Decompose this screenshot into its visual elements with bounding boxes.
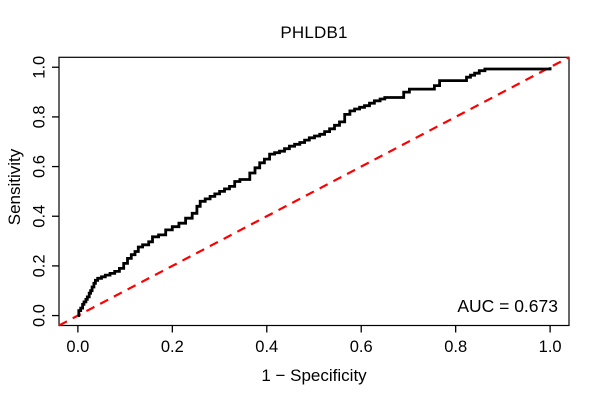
y-tick-label: 0.2 [30,254,48,277]
x-axis-label: 1 − Specificity [261,366,367,385]
plot-box [58,56,570,327]
x-tick-label: 1.0 [539,338,562,356]
y-tick-label: 1.0 [30,56,48,79]
x-tick-label: 0.4 [255,338,278,356]
auc-annotation: AUC = 0.673 [457,296,558,316]
y-tick-label: 0.4 [30,205,48,228]
y-tick-label: 0.0 [30,304,48,327]
y-tick-label: 0.6 [30,155,48,178]
y-tick-label: 0.8 [30,105,48,128]
y-axis-label: Sensitivity [5,148,24,226]
x-tick-label: 0.8 [444,338,467,356]
x-tick-label: 0.6 [350,338,373,356]
chance-diagonal-line [58,56,570,327]
x-tick-label: 0.2 [161,338,184,356]
chart-title: PHLDB1 [280,23,348,42]
x-tick-label: 0.0 [66,338,89,356]
roc-curve-line [77,67,552,317]
